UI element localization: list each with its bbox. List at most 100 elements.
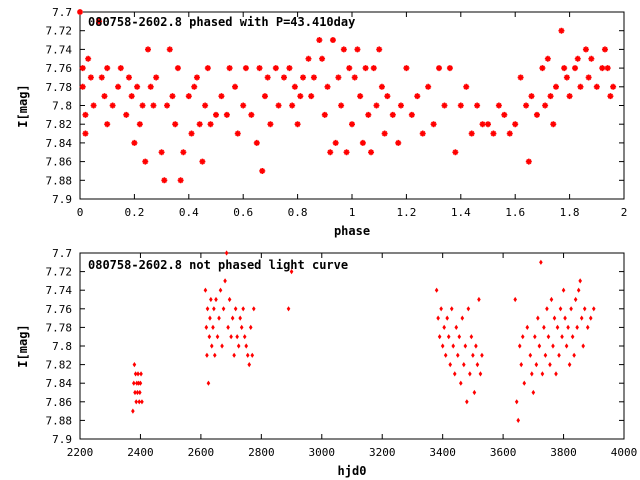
- data-point: [206, 380, 211, 386]
- data-point: [460, 315, 465, 321]
- data-point: [272, 65, 279, 72]
- data-point: [136, 121, 143, 128]
- data-point: [573, 296, 578, 303]
- y-tick-label: 7.9: [52, 433, 72, 446]
- data-point: [436, 65, 443, 72]
- data-point: [384, 93, 391, 100]
- data-point: [248, 324, 253, 330]
- data-point: [572, 352, 576, 358]
- data-points: [77, 9, 617, 184]
- data-point: [539, 65, 546, 72]
- data-point: [452, 149, 459, 156]
- data-point: [153, 74, 160, 81]
- y-tick-label: 7.88: [46, 174, 73, 187]
- data-point: [522, 380, 527, 386]
- data-point: [199, 158, 206, 165]
- data-point: [215, 334, 220, 340]
- y-tick-label: 7.72: [46, 266, 73, 279]
- data-point: [563, 74, 570, 81]
- data-point: [346, 65, 353, 72]
- x-tick-label: 1.2: [396, 206, 416, 219]
- data-point: [537, 343, 542, 349]
- y-tick-label: 7.78: [46, 81, 73, 94]
- data-point: [220, 343, 224, 349]
- data-point: [104, 65, 111, 72]
- data-point: [446, 65, 453, 72]
- data-point: [261, 93, 268, 100]
- data-point: [327, 149, 334, 156]
- data-point: [166, 46, 173, 53]
- data-point: [362, 65, 369, 72]
- data-point: [101, 93, 108, 100]
- data-point: [275, 102, 282, 109]
- data-point: [172, 121, 179, 128]
- data-point: [250, 352, 255, 358]
- data-point: [542, 324, 546, 330]
- data-point: [414, 93, 421, 100]
- data-point: [517, 343, 522, 349]
- data-point: [135, 380, 139, 386]
- data-point: [425, 83, 432, 90]
- data-point: [132, 362, 137, 368]
- data-point: [221, 306, 226, 312]
- data-point: [180, 149, 187, 156]
- data-point: [267, 121, 274, 128]
- data-point: [512, 121, 519, 128]
- data-point: [205, 306, 210, 312]
- data-point: [548, 362, 552, 368]
- data-point: [212, 306, 216, 312]
- data-point: [226, 324, 230, 330]
- x-tick-label: 0: [77, 206, 84, 219]
- data-point: [233, 306, 238, 312]
- data-point: [546, 334, 551, 340]
- data-point: [245, 352, 250, 358]
- data-point: [300, 74, 307, 81]
- data-point: [501, 111, 508, 118]
- data-point: [128, 93, 135, 100]
- data-point: [354, 46, 361, 53]
- data-point: [454, 324, 459, 330]
- data-point: [441, 102, 448, 109]
- data-point: [241, 306, 245, 312]
- data-point: [79, 65, 86, 72]
- data-point: [202, 102, 209, 109]
- data-point: [520, 334, 525, 340]
- data-point: [247, 362, 252, 368]
- data-point: [87, 74, 94, 81]
- data-point: [561, 65, 568, 72]
- data-point: [338, 102, 345, 109]
- data-point: [604, 65, 611, 72]
- data-point: [150, 102, 157, 109]
- data-point: [577, 83, 584, 90]
- data-point: [528, 352, 533, 358]
- data-point: [525, 324, 530, 330]
- data-point: [474, 102, 481, 109]
- data-point: [253, 139, 260, 146]
- data-point: [125, 74, 132, 81]
- y-tick-label: 7.8: [52, 340, 72, 353]
- data-point: [506, 130, 513, 137]
- x-tick-label: 3600: [490, 446, 517, 459]
- data-point: [359, 139, 366, 146]
- chart-title: 080758-2602.8 not phased light curve: [88, 258, 348, 272]
- data-point: [98, 74, 105, 81]
- data-point: [115, 83, 122, 90]
- data-point: [451, 343, 456, 349]
- data-point: [576, 287, 581, 293]
- data-point: [570, 334, 575, 340]
- data-point: [373, 102, 380, 109]
- x-tick-label: 0.4: [179, 206, 199, 219]
- data-point: [133, 389, 137, 396]
- data-point: [534, 362, 539, 368]
- data-point: [351, 74, 358, 81]
- data-point: [531, 389, 536, 396]
- y-axis-label: I[mag]: [16, 84, 30, 127]
- data-point: [223, 278, 227, 284]
- y-tick-label: 7.7: [52, 247, 72, 260]
- data-point: [443, 352, 448, 358]
- data-point: [474, 343, 478, 349]
- data-point: [530, 371, 534, 377]
- data-point: [468, 130, 475, 137]
- data-point: [297, 93, 304, 100]
- data-point: [533, 111, 540, 118]
